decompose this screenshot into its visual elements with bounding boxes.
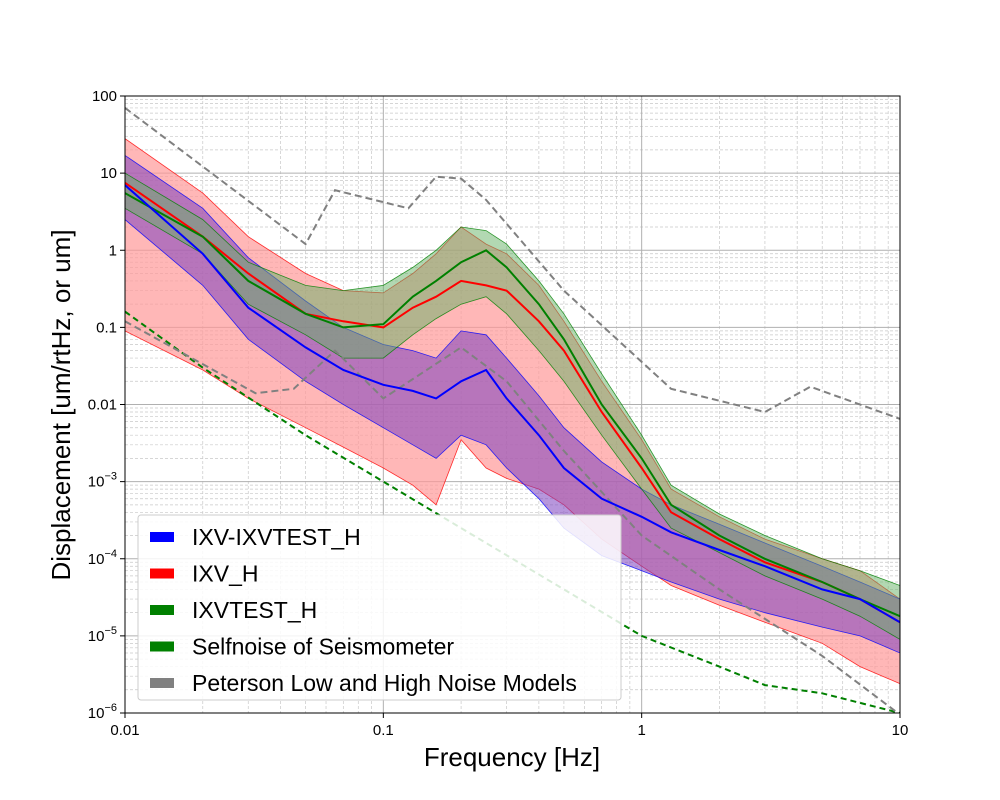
y-tick-label: 1 xyxy=(109,242,117,259)
legend-label: IXV-IXVTEST_H xyxy=(192,524,361,550)
x-axis-label: Frequency [Hz] xyxy=(424,742,600,772)
selfnoise-line xyxy=(125,310,900,713)
y-tick-label: 0.1 xyxy=(96,319,117,336)
y-tick-label: 100 xyxy=(92,88,117,105)
legend: IXV-IXVTEST_H IXV_H IXVTEST_H Selfnoise of … xyxy=(137,514,622,701)
peterson-low-line xyxy=(125,320,900,713)
y-axis-label: Displacement [um/rtHz, or um] xyxy=(46,229,76,580)
x-tick-labels: 0.01 0.1 1 10 xyxy=(110,722,908,739)
legend-label: IXVTEST_H xyxy=(192,597,317,623)
median-ixvtest-h xyxy=(125,192,900,618)
y-tick-label: 10 xyxy=(100,165,117,182)
peterson-high-line xyxy=(125,107,900,420)
x-tick-label: 1 xyxy=(637,722,645,739)
legend-swatch xyxy=(150,605,174,615)
y-tick-label: 10−5 xyxy=(88,625,117,645)
legend-box xyxy=(137,514,622,701)
median-ixv-ixvtest-h xyxy=(125,184,900,624)
x-tick-label: 0.01 xyxy=(110,722,139,739)
x-tick-label: 0.1 xyxy=(373,722,394,739)
legend-swatch xyxy=(150,568,174,579)
legend-swatch xyxy=(150,641,174,652)
y-tick-labels: 100 10 1 0.1 0.01 10−3 10−4 10−5 10−6 xyxy=(88,88,117,722)
median-ixv-h xyxy=(125,181,900,624)
series-lines xyxy=(125,107,900,713)
y-tick-label: 0.01 xyxy=(88,397,117,414)
x-tick-label: 10 xyxy=(892,722,909,739)
legend-swatch xyxy=(150,532,174,542)
legend-label: Selfnoise of Seismometer xyxy=(192,634,454,660)
legend-swatch xyxy=(150,678,174,688)
axis-ticks xyxy=(120,95,901,718)
band-ixvtest-h xyxy=(125,172,900,640)
y-tick-label: 10−6 xyxy=(88,702,117,722)
y-tick-label: 10−3 xyxy=(88,471,117,491)
legend-label: Peterson Low and High Noise Models xyxy=(192,670,577,696)
legend-label: IXV_H xyxy=(192,561,258,587)
y-tick-label: 10−4 xyxy=(88,548,117,568)
